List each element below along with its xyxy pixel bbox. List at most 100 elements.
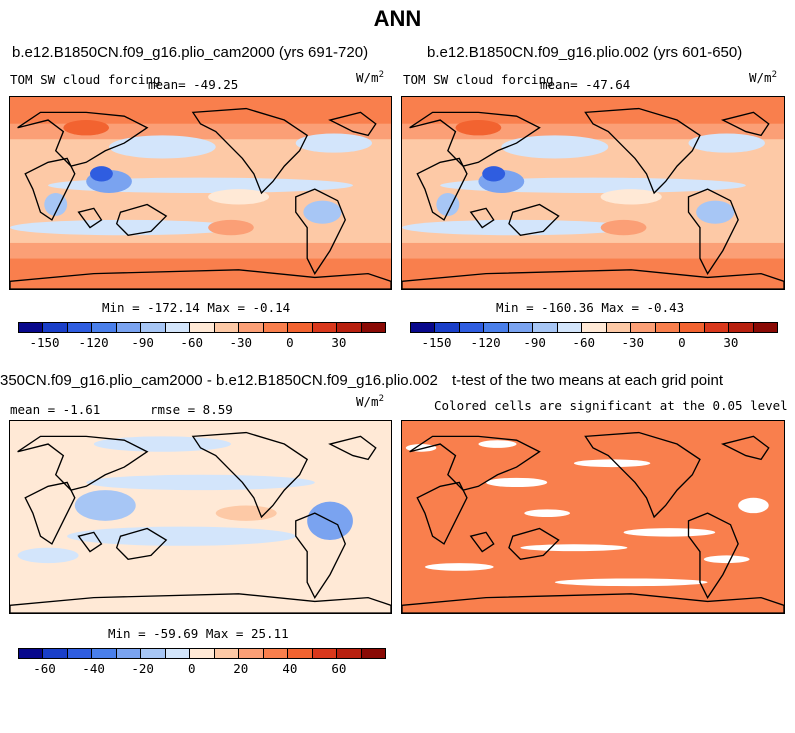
panel-2-mean: mean= -47.64 <box>540 77 631 92</box>
colorbar-swatch <box>67 649 93 658</box>
colorbar-swatch <box>533 323 558 332</box>
coastline <box>115 203 168 236</box>
colorbar-tick-label: -120 <box>78 335 109 350</box>
high-latitude-north-band <box>10 97 391 124</box>
panel-2-map <box>401 96 785 290</box>
siberia-region <box>63 120 110 136</box>
colorbar-swatch <box>729 323 754 332</box>
panel-3-colorbar <box>18 648 386 659</box>
panel-1-stats: Min = -172.14 Max = -0.14 <box>102 300 291 315</box>
coastline <box>17 435 149 491</box>
colorbar-swatch <box>435 323 460 332</box>
coastline <box>402 593 784 613</box>
east-pacific-positive-diff <box>215 505 277 521</box>
colorbar-tick-label: -120 <box>470 335 501 350</box>
colorbar-swatch <box>165 323 191 332</box>
panel-2-variable-label: TOM SW cloud forcing <box>403 72 554 87</box>
colorbar-swatch <box>582 323 607 332</box>
colorbar-swatch <box>19 649 44 658</box>
colorbar-tick-label: 0 <box>678 335 686 350</box>
coastline <box>687 512 739 599</box>
coastline <box>77 207 103 229</box>
southern-ocean-band <box>10 258 391 289</box>
colorbar-swatch <box>288 323 313 332</box>
colorbar-swatch <box>116 649 142 658</box>
non-significant-cell <box>478 440 517 448</box>
non-significant-cell <box>524 509 571 517</box>
colorbar-tick-label: 60 <box>331 661 347 676</box>
panel-3-title: 350CN.f09_g16.plio_cam2000 - b.e12.B1850… <box>0 372 438 389</box>
north-pacific-storm-track <box>109 135 216 159</box>
coastline <box>328 111 377 137</box>
panel-1-colorbar <box>18 322 386 333</box>
colorbar-tick-label: 30 <box>331 335 347 350</box>
coastline <box>508 203 560 236</box>
central-africa-region <box>436 193 460 217</box>
panel-1-mean: mean= -49.25 <box>148 77 239 92</box>
siberia-region <box>455 120 502 136</box>
warm-pool-core <box>90 166 113 182</box>
arctic-diff <box>93 436 231 452</box>
panel-2-stats: Min = -160.36 Max = -0.43 <box>496 300 685 315</box>
coastline <box>469 531 495 553</box>
coastline <box>508 527 560 560</box>
panel-3-mean: mean = -1.61 <box>10 402 101 417</box>
spcz-band <box>10 219 239 236</box>
panel-2-colorbar <box>410 322 778 333</box>
coastline <box>720 111 770 137</box>
colorbar-swatch <box>239 323 264 332</box>
coastline <box>584 107 701 195</box>
colorbar-swatch <box>459 323 485 332</box>
colorbar-tick-label: -30 <box>229 335 253 350</box>
warm-pool-diff <box>74 490 136 521</box>
colorbar-swatch <box>631 323 656 332</box>
colorbar-tick-label: 0 <box>286 335 294 350</box>
colorbar-swatch <box>92 323 117 332</box>
coastline <box>584 431 701 519</box>
colorbar-swatch <box>606 323 632 332</box>
colorbar-swatch <box>312 649 338 658</box>
colorbar-swatch <box>411 323 436 332</box>
coastline <box>409 111 541 167</box>
colorbar-tick-label: -60 <box>33 661 56 676</box>
non-significant-cell <box>554 578 708 587</box>
non-significant-cell <box>424 563 494 571</box>
panel-1-units: W/m2 <box>356 70 384 86</box>
colorbar-swatch <box>337 649 362 658</box>
north-pacific-storm-track <box>501 135 609 159</box>
warm-pool-core <box>482 166 506 182</box>
panel-3-units: W/m2 <box>356 394 384 410</box>
colorbar-swatch <box>263 649 289 658</box>
colorbar-swatch <box>704 323 730 332</box>
colorbar-tick-label: -150 <box>29 335 60 350</box>
colorbar-swatch <box>190 649 215 658</box>
coastline <box>295 512 347 599</box>
colorbar-swatch <box>753 323 778 332</box>
colorbar-tick-label: -60 <box>180 335 204 350</box>
colorbar-tick-label: 20 <box>233 661 249 676</box>
colorbar-swatch <box>263 323 289 332</box>
non-significant-cell <box>486 477 548 488</box>
colorbar-swatch <box>655 323 681 332</box>
south-pacific-diff <box>67 526 296 546</box>
colorbar-swatch <box>43 649 68 658</box>
coastline <box>24 481 76 545</box>
colorbar-tick-label: 30 <box>723 335 739 350</box>
colorbar-swatch <box>214 649 240 658</box>
panel-3-rmse: rmse = 8.59 <box>150 402 233 417</box>
colorbar-swatch <box>484 323 509 332</box>
spcz-band <box>402 219 632 236</box>
eastern-pacific-stratocumulus <box>600 189 662 205</box>
colorbar-swatch <box>288 649 313 658</box>
colorbar-swatch <box>19 323 44 332</box>
coastline <box>115 527 168 560</box>
subtropical-southeast-pacific <box>208 219 254 236</box>
high-latitude-north-band <box>402 97 784 124</box>
non-significant-cell <box>738 497 769 514</box>
main-title: ANN <box>373 6 422 31</box>
coastline <box>402 269 784 289</box>
southern-transition-band <box>10 242 391 259</box>
panel-1-map <box>9 96 392 290</box>
southern-transition-band <box>402 242 784 259</box>
colorbar-swatch <box>141 323 166 332</box>
